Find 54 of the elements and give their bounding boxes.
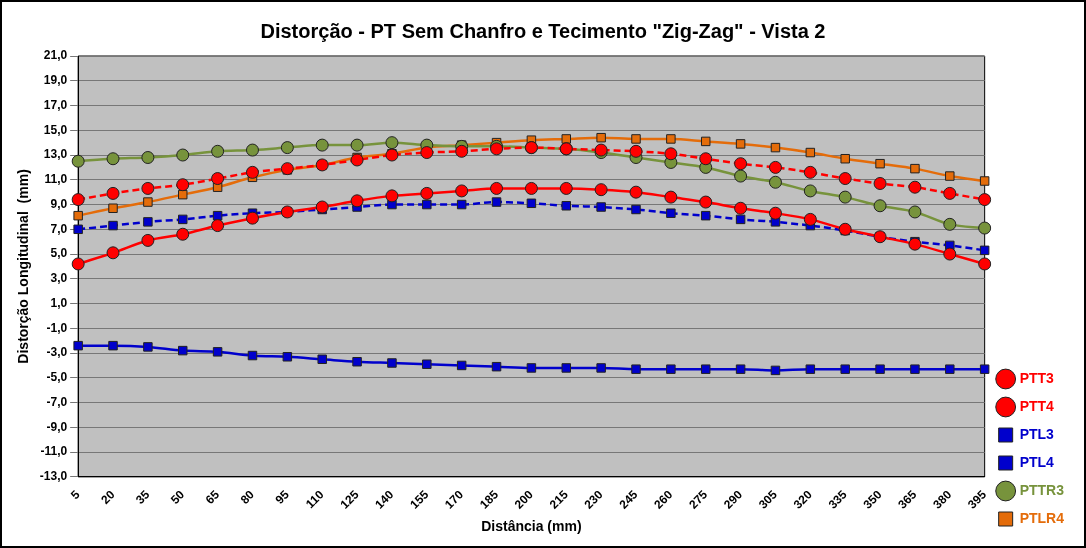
legend-label: PTL3: [1019, 425, 1055, 442]
y-tick-label: 15,0: [43, 122, 68, 137]
y-tick-label: 19,0: [43, 73, 68, 88]
x-tick-label: 95: [272, 487, 293, 507]
x-tick-label: 155: [407, 487, 432, 512]
y-tick-label: 21,0: [43, 48, 68, 63]
y-tick-label: 13,0: [43, 147, 68, 162]
x-tick-label: 80: [237, 487, 258, 507]
x-tick-label: 50: [167, 487, 188, 507]
legend-label: PTLR4: [1019, 509, 1065, 526]
x-tick-label: 350: [860, 487, 885, 512]
y-tick-label: 17,0: [43, 97, 68, 112]
legend-label: PTT3: [1019, 369, 1055, 386]
y-tick-label: -1,0: [46, 320, 68, 335]
x-tick-label: 260: [651, 487, 676, 512]
legend-label: PTT4: [1019, 397, 1055, 414]
y-tick-label: 3,0: [50, 271, 68, 286]
y-tick-label: 1,0: [50, 295, 68, 310]
x-tick-label: 125: [337, 487, 362, 512]
x-tick-label: 275: [686, 487, 711, 512]
x-tick-label: 245: [616, 487, 641, 512]
x-tick-label: 215: [546, 487, 571, 512]
y-tick-label: -13,0: [39, 469, 68, 484]
y-tick-label: -7,0: [46, 394, 68, 409]
x-tick-label: 170: [442, 487, 467, 512]
y-tick-label: -3,0: [46, 345, 68, 360]
y-tick-label: 11,0: [44, 172, 68, 187]
x-tick-label: 110: [303, 487, 327, 512]
x-tick-label: 320: [790, 487, 816, 512]
x-axis-title: Distância (mm): [481, 518, 582, 535]
chart-title: Distorção - PT Sem Chanfro e Tecimento "Zig-Zag" - Vista 2: [260, 19, 826, 42]
legend-label: PTL4: [1019, 453, 1055, 470]
x-tick-label: 35: [133, 487, 153, 507]
x-tick-label: 200: [511, 487, 537, 512]
x-tick-label: 335: [825, 487, 850, 512]
x-tick-label: 140: [372, 487, 397, 512]
x-tick-label: 380: [930, 487, 955, 512]
x-tick-label: 395: [965, 487, 990, 512]
x-tick-label: 230: [581, 487, 606, 512]
legend-label: PTTR3: [1019, 481, 1065, 498]
y-tick-label: -9,0: [46, 419, 68, 434]
y-tick-label: -5,0: [46, 370, 68, 385]
x-tick-label: 5: [67, 487, 83, 503]
x-tick-label: 65: [202, 487, 223, 507]
y-axis-title: Distorção Longitudinal (mm): [15, 169, 32, 364]
x-tick-label: 20: [98, 487, 118, 507]
y-tick-label: 7,0: [50, 221, 68, 236]
y-tick-label: -11,0: [40, 444, 68, 459]
y-tick-label: 9,0: [50, 196, 68, 211]
y-tick-label: 5,0: [50, 246, 68, 261]
x-tick-label: 290: [721, 487, 746, 512]
x-tick-label: 185: [476, 487, 502, 512]
x-tick-label: 365: [895, 487, 920, 512]
x-tick-label: 305: [755, 487, 781, 512]
